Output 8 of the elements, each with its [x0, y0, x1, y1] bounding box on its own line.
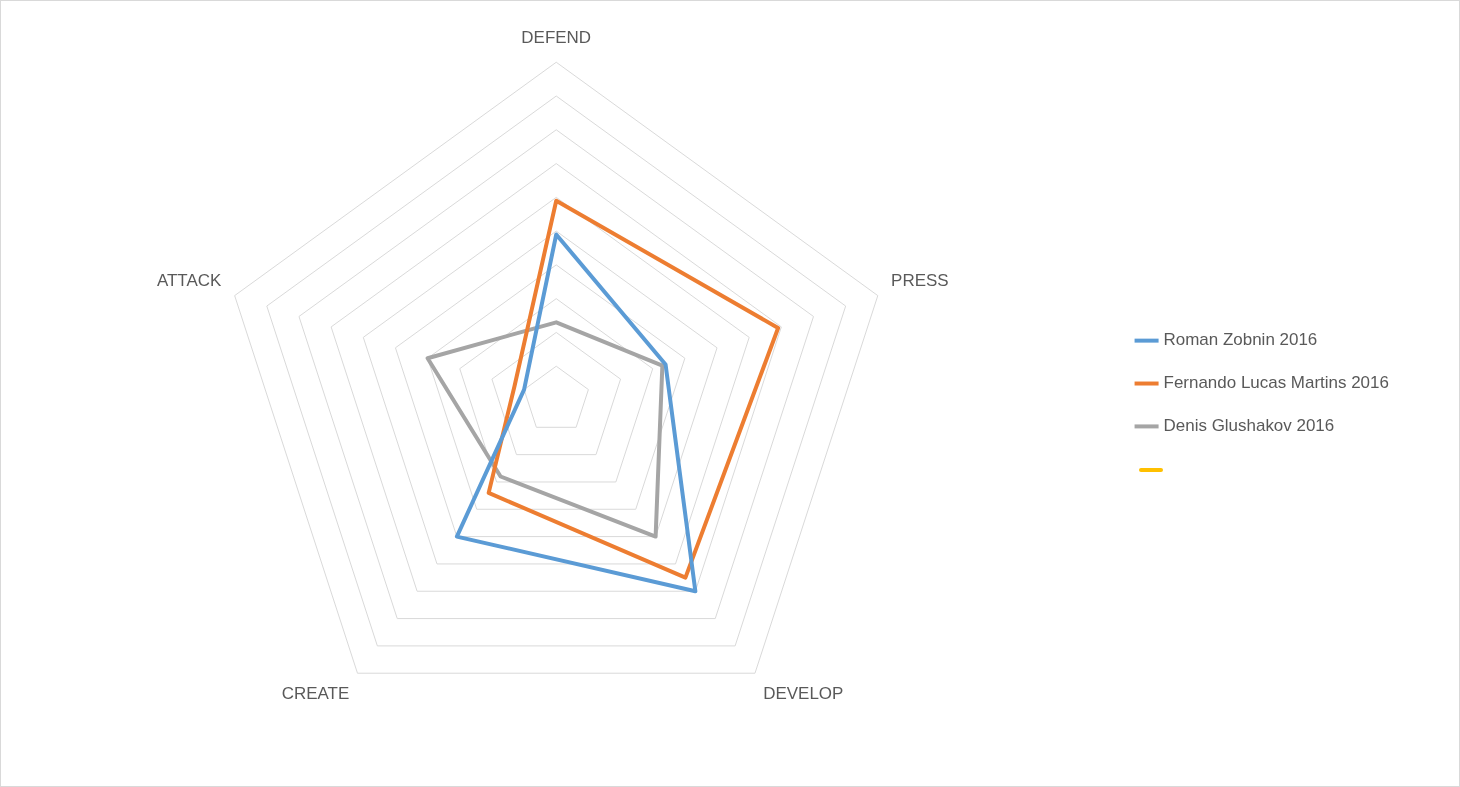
legend-label: Roman Zobnin 2016	[1163, 330, 1318, 350]
spoke-label: DEVELOP	[763, 684, 844, 704]
legend-label: Fernando Lucas Martins 2016	[1163, 373, 1389, 393]
spoke-label: ATTACK	[156, 270, 223, 290]
spoke-label: CREATE	[281, 684, 350, 704]
spoke-label: DEFEND	[521, 27, 592, 47]
spoke-label: PRESS	[891, 270, 949, 290]
legend-label: Denis Glushakov 2016	[1163, 416, 1335, 436]
